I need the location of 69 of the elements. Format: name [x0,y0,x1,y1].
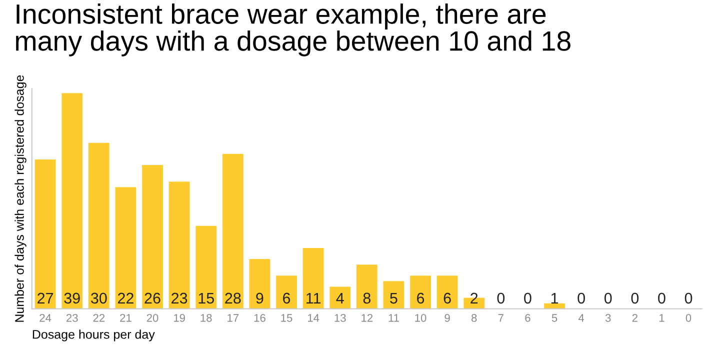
data-label: 8 [363,292,370,304]
bar [88,142,110,309]
x-tick-label: 19 [174,314,185,322]
bar [222,154,244,309]
data-label: 0 [497,292,505,304]
data-label: 27 [38,292,54,304]
x-tick-label: 7 [498,314,504,322]
data-label: 23 [172,292,188,304]
x-tick-label: 4 [578,314,584,322]
data-label: 1 [551,292,558,304]
bar [168,182,190,309]
x-tick-label: 1 [659,314,664,322]
data-label: 6 [444,292,451,304]
data-label: 15 [198,292,214,304]
x-tick-label: 11 [388,314,399,322]
x-tick-label: 13 [334,314,346,322]
bar [62,93,83,309]
bar [383,281,404,309]
x-tick-label: 17 [228,314,239,322]
data-label: 22 [118,292,134,304]
data-label: 4 [336,292,344,304]
x-tick-label: 6 [525,314,530,322]
data-label: 0 [658,292,666,304]
x-tick-label: 18 [200,314,212,322]
x-tick-label: 0 [686,314,692,322]
x-tick-label: 8 [472,314,477,322]
bar [196,226,217,309]
x-tick-label: 5 [552,314,558,322]
x-tick-label: 20 [146,314,158,322]
x-tick-label: 24 [40,314,52,322]
bar [249,259,270,309]
bar [330,286,351,309]
data-label: 0 [578,292,585,304]
bar [276,276,297,309]
x-tick-label: 9 [444,314,450,322]
data-label: 0 [604,292,612,304]
data-label: 30 [90,292,107,304]
x-tick-label: 14 [308,314,320,322]
y-axis-title: Number of days with each registered dosage [14,75,26,322]
x-tick-label: 10 [415,314,426,322]
x-tick-label: 2 [632,314,638,322]
x-tick-label: 22 [93,314,105,322]
data-label: 6 [283,292,290,304]
x-tick-label: 21 [120,314,132,322]
x-tick-label: 12 [362,314,373,322]
data-label: 28 [225,292,241,304]
bar [356,264,378,309]
x-axis-title: Dosage hours per day [32,330,155,342]
bar [302,248,324,309]
data-label: 6 [417,292,424,304]
x-tick-label: 15 [281,314,292,322]
data-label: 5 [390,292,398,304]
data-label: 9 [256,292,264,304]
data-label: 0 [524,292,532,304]
data-label: 0 [684,292,692,304]
data-label: 11 [306,292,320,304]
bar [34,159,56,309]
x-tick-label: 16 [254,314,266,322]
x-tick-label: 3 [605,314,611,322]
bar [115,187,136,309]
chart-title: Inconsistent brace wear example, there are many days with a dosage between 10 and 18 [16,4,570,56]
bar [544,303,565,309]
data-label: 39 [64,292,80,304]
data-label: 26 [144,292,160,304]
data-label: 0 [631,292,639,304]
bar [142,164,163,309]
x-tick-label: 23 [66,314,78,322]
bar [410,276,431,309]
bar [436,276,458,309]
